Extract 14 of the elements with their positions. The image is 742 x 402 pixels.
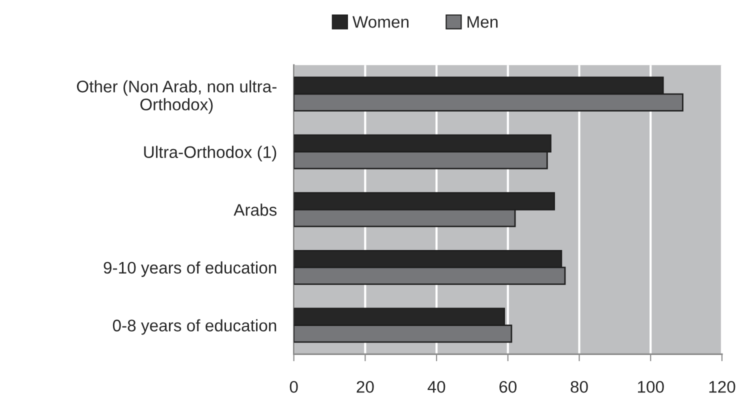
y-tick-label: Arabs <box>234 204 277 216</box>
y-tick-label: Ultra-Orthodox (1) <box>144 146 276 162</box>
y-tick-label: Other (Non Arab, non ultra- Orthodox) <box>76 80 276 114</box>
x-tick-label: 60 <box>499 380 517 393</box>
legend-label: Women <box>352 16 408 28</box>
y-tick-label: 9-10 years of education <box>104 261 276 277</box>
x-tick-label: 20 <box>356 380 374 393</box>
x-tick-label: 80 <box>570 380 588 393</box>
legend-label: Men <box>468 16 498 28</box>
x-tick-label: 100 <box>638 380 664 393</box>
y-tick-label: 0-8 years of education <box>112 319 276 335</box>
x-tick-label: 40 <box>428 380 446 393</box>
x-tick-label: 0 <box>290 380 298 393</box>
x-tick-label: 120 <box>709 380 736 393</box>
